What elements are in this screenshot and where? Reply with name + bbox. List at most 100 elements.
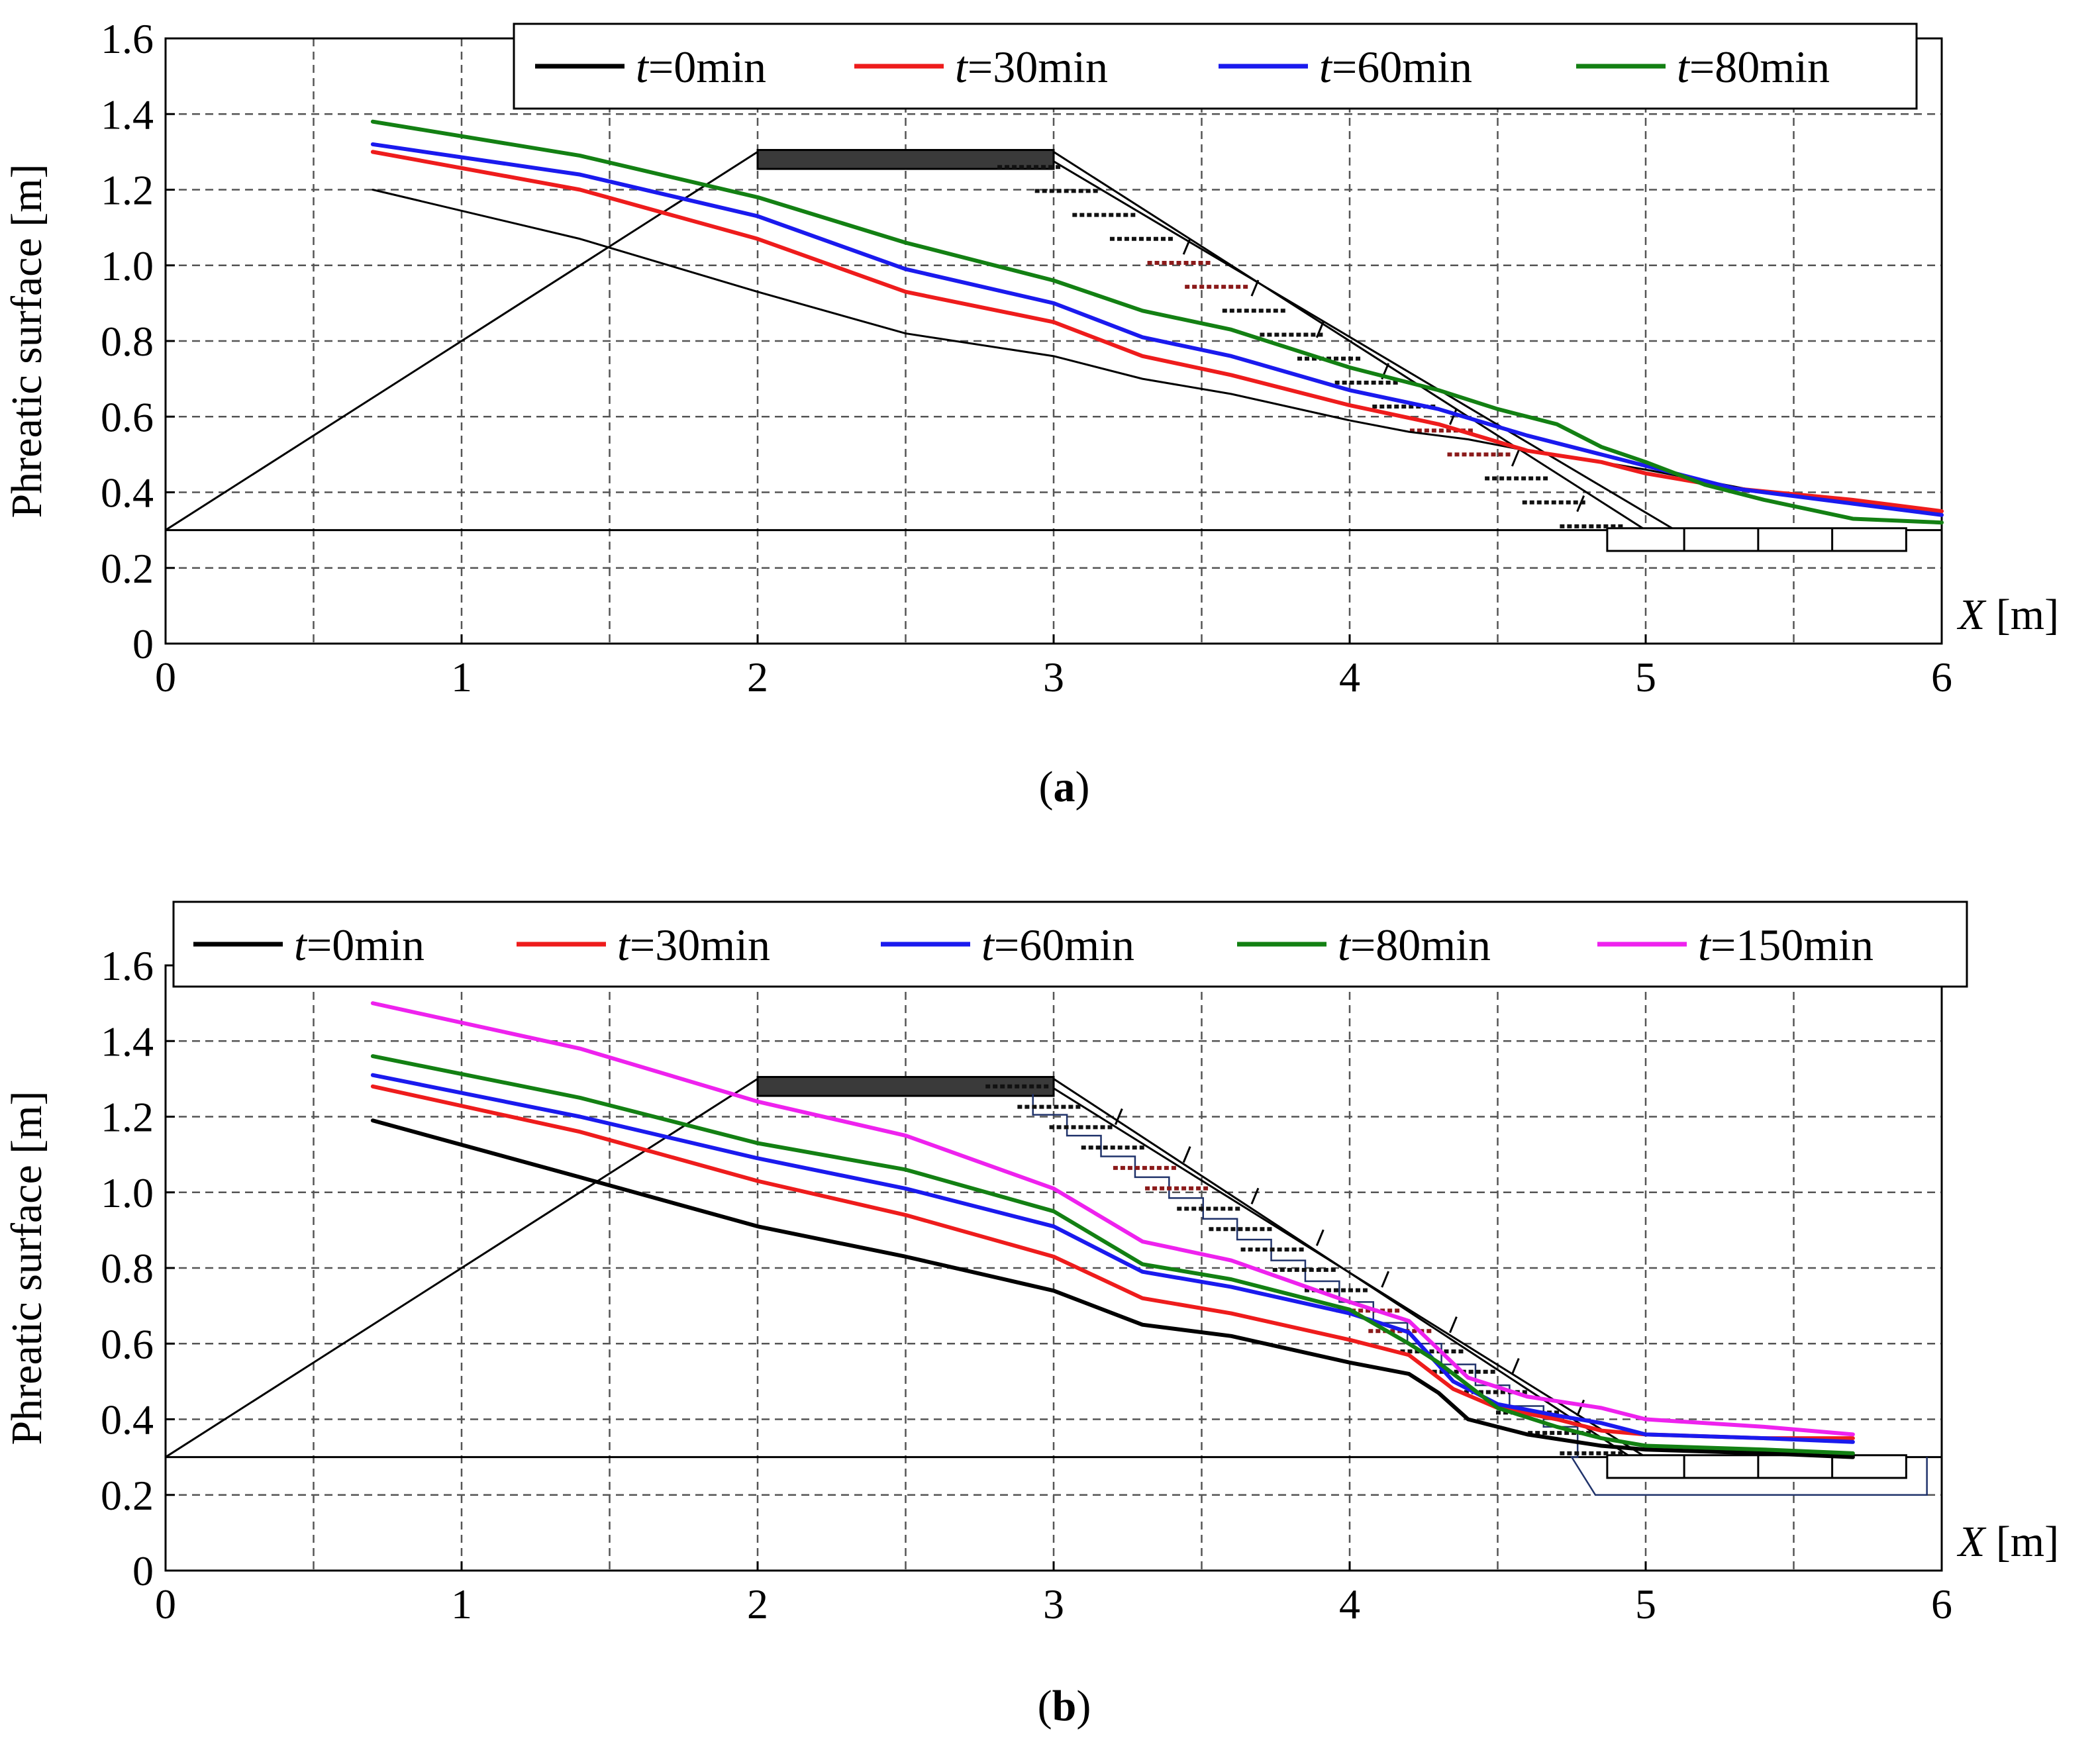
y-tick-label: 0.6 (101, 393, 154, 440)
legend-entry-label: t=0min (294, 920, 425, 970)
series-line-0min (370, 1118, 1855, 1459)
y-tick-label: 0 (132, 1547, 154, 1594)
chart-panel-b: 0 0.2 0.4 0.6 0.8 1.0 1.2 1.4 1.6 0 1 2 3 4 5 6 Phreatic… (3, 900, 2059, 1730)
legend-entry-var: t (617, 920, 631, 970)
series-line-80min (370, 119, 1944, 525)
legend-entry-label: t=150min (1698, 920, 1874, 970)
y-tick-label: 1.0 (101, 1169, 154, 1216)
x-axis-label-var: X (1956, 1518, 1987, 1566)
legend: t=0min t=30min t=60min t=80min t=150min (172, 900, 1968, 988)
series-line-150min (370, 1001, 1855, 1437)
x-tick-label: 1 (451, 1581, 472, 1628)
y-tick-label: 0.8 (101, 318, 154, 365)
legend-entry-var: t (294, 920, 308, 970)
legend-entry-var: t (636, 42, 650, 92)
slope-tick (1511, 1357, 1520, 1375)
y-tick-label: 1.2 (101, 1094, 154, 1141)
y-axis-label: Phreatic surface [m] (3, 1091, 51, 1445)
x-tick-label: 2 (747, 654, 768, 701)
y-tick-label: 0 (132, 620, 154, 667)
legend-entry-var: t (1698, 920, 1712, 970)
x-tick-label: 4 (1339, 1581, 1360, 1628)
legend-entry-value: =80min (1689, 42, 1830, 92)
x-tick-label: 3 (1043, 654, 1064, 701)
panel-caption: (a) (1039, 763, 1090, 811)
y-tick-label: 1.2 (101, 167, 154, 214)
slope-tick (1182, 238, 1191, 255)
slope-tick (1449, 1316, 1458, 1334)
legend-entry-var: t (1338, 920, 1352, 970)
x-tick-label: 0 (155, 1581, 176, 1628)
y-tick-label: 0.2 (101, 545, 154, 592)
series-line-30min (370, 1084, 1855, 1441)
toe-drain (1606, 1454, 1907, 1479)
slope-tick (1114, 1108, 1123, 1126)
caption-open: ( (1039, 763, 1054, 811)
x-tick-label: 5 (1635, 1581, 1656, 1628)
slope-tick (1449, 408, 1458, 425)
x-tick-label: 0 (155, 654, 176, 701)
crest-block (756, 149, 1055, 170)
x-tick-label: 4 (1339, 654, 1360, 701)
slope-tick (1250, 279, 1260, 297)
y-tick-label: 1.6 (101, 942, 154, 989)
y-axis-label: Phreatic surface [m] (3, 164, 51, 518)
x-tick-label: 6 (1931, 1581, 1952, 1628)
x-tick-label: 2 (747, 1581, 768, 1628)
y-tick-label: 0.2 (101, 1472, 154, 1519)
legend-entry-value: =60min (994, 920, 1134, 970)
y-tick-label: 0.4 (101, 469, 154, 516)
legend-entry-label: t=80min (1677, 42, 1830, 92)
y-tick-label: 0.6 (101, 1320, 154, 1367)
slope-protection-line (1053, 1087, 1646, 1458)
x-axis-label-unit: [m] (1985, 591, 2059, 639)
legend-entry-label: t=30min (955, 42, 1108, 92)
caption-close: ) (1076, 1682, 1091, 1730)
series-line-80min (370, 1054, 1855, 1455)
legend-entry-value: =60min (1332, 42, 1472, 92)
legend-entry-label: t=60min (981, 920, 1134, 970)
x-tick-label: 5 (1635, 654, 1656, 701)
legend-entry-label: t=0min (636, 42, 766, 92)
legend-box (513, 23, 1918, 110)
slope-tick (1315, 321, 1325, 338)
y-tick-label: 1.6 (101, 15, 154, 62)
x-tick-label: 6 (1931, 654, 1952, 701)
slope-tick (1250, 1187, 1260, 1205)
x-tick-label: 3 (1043, 1581, 1064, 1628)
slope-tick (1182, 1146, 1191, 1163)
slope-tick (1315, 1229, 1325, 1246)
dam-cross-section (165, 149, 1942, 552)
legend-entry-value: =30min (968, 42, 1108, 92)
legend-entry-value: =0min (648, 42, 766, 92)
chart-panel-a: 0 0.2 0.4 0.6 0.8 1.0 1.2 1.4 1.6 0 1 2 3 4 5 6 Phreatic… (3, 15, 2059, 811)
x-tick-label: 1 (451, 654, 472, 701)
slope-protection-line (1053, 160, 1676, 531)
toe-drain (1606, 527, 1907, 552)
y-tick-label: 1.4 (101, 91, 154, 138)
slope-tick (1511, 450, 1520, 467)
x-axis-label-var: X (1956, 591, 1987, 639)
legend-entry-value: =80min (1350, 920, 1491, 970)
slope-tick (1381, 1271, 1390, 1288)
legend-entry-label: t=60min (1319, 42, 1472, 92)
caption-letter: a (1054, 763, 1075, 811)
legend-entry-var: t (1319, 42, 1333, 92)
panel-caption: (b) (1038, 1682, 1091, 1730)
legend-entry-var: t (981, 920, 995, 970)
y-tick-label: 0.8 (101, 1245, 154, 1292)
x-axis-label: X [m] (1956, 1518, 2059, 1566)
legend-entry-label: t=30min (617, 920, 770, 970)
y-tick-label: 1.4 (101, 1018, 154, 1065)
legend-entry-value: =0min (307, 920, 425, 970)
legend-entry-value: =150min (1711, 920, 1874, 970)
caption-close: ) (1075, 763, 1090, 811)
legend-entry-label: t=80min (1338, 920, 1491, 970)
x-axis-label: X [m] (1956, 591, 2059, 639)
series-line-60min (370, 142, 1944, 517)
y-tick-label: 1.0 (101, 242, 154, 289)
series-line-60min (370, 1073, 1855, 1444)
legend-entry-var: t (955, 42, 969, 92)
legend-entry-value: =30min (630, 920, 770, 970)
